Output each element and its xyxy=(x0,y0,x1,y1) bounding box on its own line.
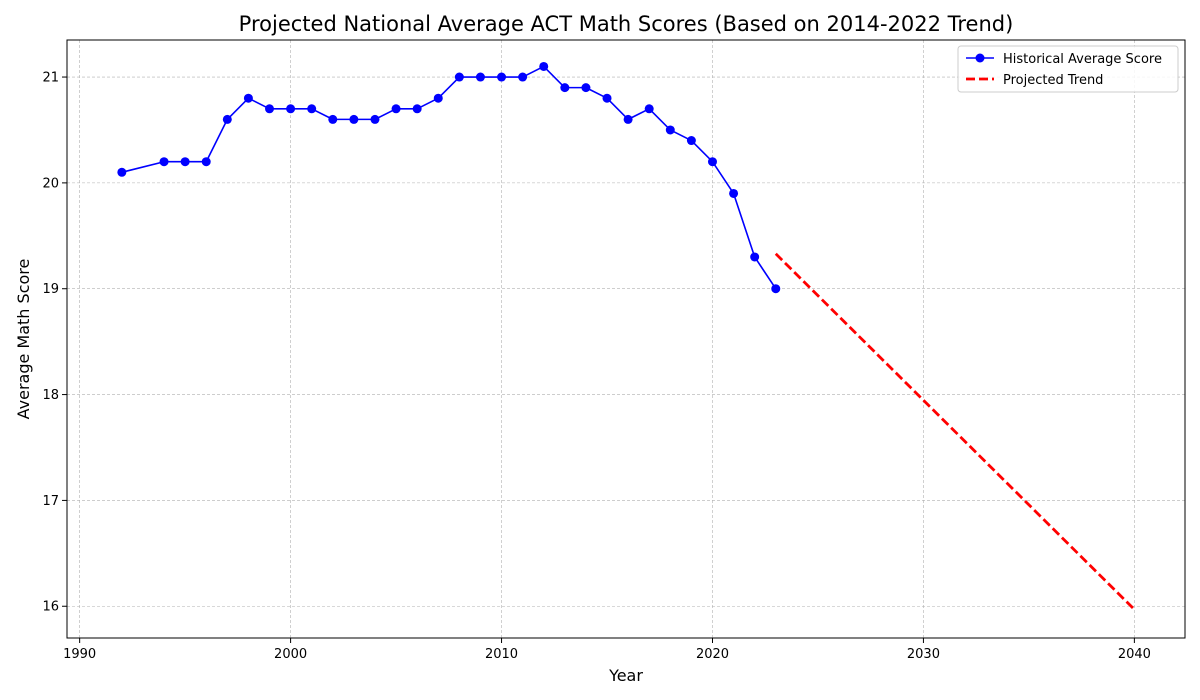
data-point xyxy=(475,72,485,82)
chart-title: Projected National Average ACT Math Scor… xyxy=(239,12,1014,36)
legend-box xyxy=(957,45,1179,93)
x-ticks: 1990 2000 2010 2020 2030 2040 xyxy=(63,638,1151,662)
data-point xyxy=(307,104,317,114)
y-tick-label: 19 xyxy=(42,282,59,297)
data-point xyxy=(665,125,675,135)
data-point xyxy=(644,104,654,114)
data-point xyxy=(201,157,211,167)
y-axis-label: Average Math Score xyxy=(14,259,33,420)
data-point xyxy=(539,61,549,71)
data-point xyxy=(243,93,253,103)
data-point xyxy=(560,83,570,93)
data-point xyxy=(729,188,739,198)
y-ticks: 16 17 18 19 20 21 xyxy=(42,71,67,615)
data-point xyxy=(454,72,464,82)
data-point xyxy=(391,104,401,114)
data-point xyxy=(412,104,422,114)
data-point xyxy=(433,93,443,103)
data-point xyxy=(750,252,760,262)
x-axis-label: Year xyxy=(608,666,643,685)
data-point xyxy=(180,157,190,167)
x-tick-label: 1990 xyxy=(63,647,96,662)
data-point xyxy=(159,157,169,167)
y-tick-label: 20 xyxy=(42,176,59,191)
y-tick-label: 18 xyxy=(42,388,59,403)
plot-frame xyxy=(66,39,1186,639)
data-point xyxy=(222,114,232,124)
data-point xyxy=(707,157,717,167)
data-point xyxy=(370,114,380,124)
data-point xyxy=(265,104,275,114)
data-point xyxy=(518,72,528,82)
data-point xyxy=(623,114,633,124)
y-tick-label: 17 xyxy=(42,494,59,509)
data-point xyxy=(286,104,296,114)
data-point xyxy=(581,83,591,93)
series-layer xyxy=(117,61,1136,611)
x-tick-label: 2030 xyxy=(907,647,940,662)
series-line-1 xyxy=(774,252,1136,611)
x-tick-label: 2000 xyxy=(274,647,307,662)
data-point xyxy=(497,72,507,82)
data-point xyxy=(602,93,612,103)
legend-label-historical: Historical Average Score xyxy=(1003,52,1162,67)
data-point xyxy=(686,136,696,146)
x-tick-label: 2040 xyxy=(1118,647,1151,662)
legend-marker-historical xyxy=(975,53,985,63)
y-tick-label: 21 xyxy=(42,71,59,86)
x-tick-label: 2010 xyxy=(485,647,518,662)
data-point xyxy=(328,114,338,124)
data-point xyxy=(349,114,359,124)
legend-label-projected: Projected Trend xyxy=(1003,73,1103,88)
data-point xyxy=(117,167,127,177)
legend: Historical Average Score Projected Trend xyxy=(957,45,1179,93)
data-point xyxy=(771,284,781,294)
x-tick-label: 2020 xyxy=(696,647,729,662)
y-tick-label: 16 xyxy=(42,600,59,615)
